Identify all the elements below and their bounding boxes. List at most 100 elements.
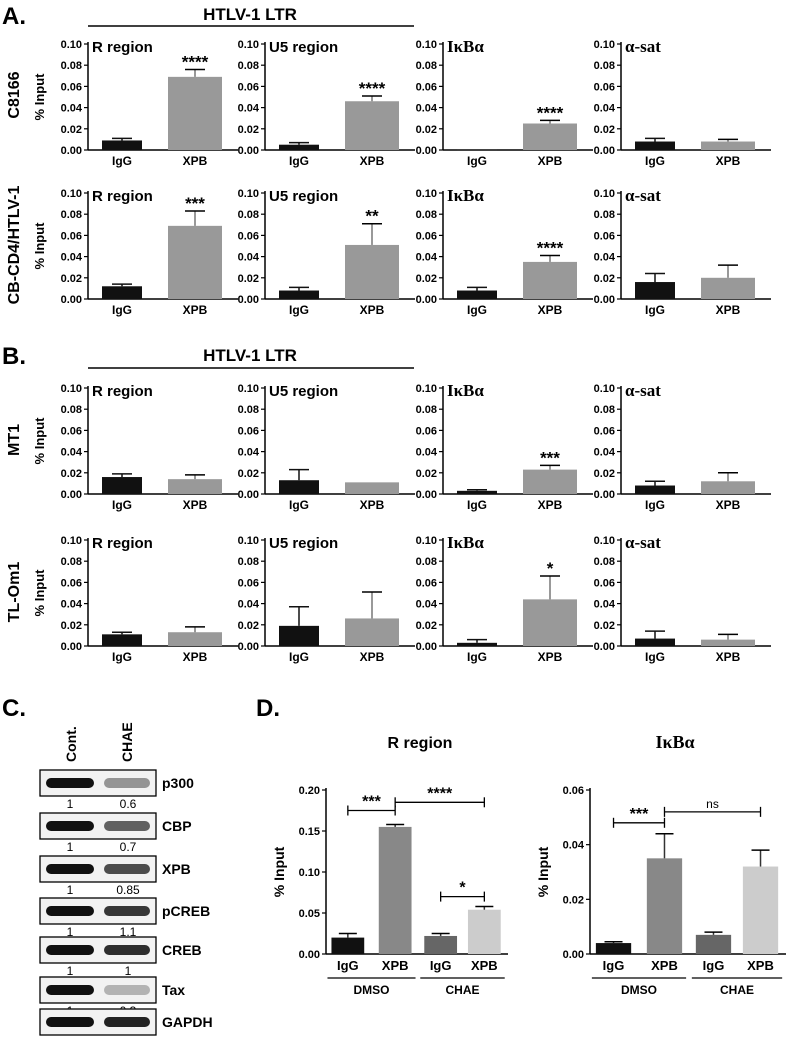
blot-band-control [46, 864, 94, 874]
bar-xpb-dmso [378, 826, 412, 954]
y-tick-label: 0.04 [238, 252, 260, 264]
y-tick-label: 0.00 [416, 294, 437, 306]
blot-quant-chae: 0.6 [120, 797, 137, 811]
x-tick-label: XPB [716, 303, 741, 317]
chart-A-CB-U5: 0.00 0.02 0.04 0.06 0.08 0.10 U5 region IgG XPB *… [238, 188, 415, 317]
blot-band-control [46, 821, 94, 831]
comparison-label: *** [630, 806, 649, 823]
y-tick-label: 0.06 [238, 577, 259, 589]
bar-igg [457, 490, 497, 494]
chart-A-C8166-R: 0.00 0.02 0.04 0.06 0.08 0.10 R region % Input I… [32, 39, 238, 168]
x-tick-label: IgG [112, 303, 132, 317]
x-tick-label: XPB [747, 958, 774, 973]
y-tick-label: 0.02 [416, 620, 437, 632]
blot-band-chae [104, 985, 150, 995]
panel-label-a: A. [2, 3, 26, 30]
group-label: CHAE [720, 983, 754, 997]
chart-title: IκBα [447, 37, 484, 56]
y-tick-label: 0.10 [238, 383, 259, 395]
bar-xpb [701, 277, 755, 299]
y-tick-label: 0.06 [61, 81, 82, 93]
blot-column-label: CHAE [119, 722, 135, 762]
blot-protein-label: Tax [162, 982, 185, 998]
y-tick-label: 0.06 [238, 81, 259, 93]
blot-band-chae [104, 1017, 150, 1027]
y-tick-label: 0.00 [238, 145, 259, 157]
blot-band-control [46, 985, 94, 995]
chart-title: α-sat [625, 186, 661, 205]
y-tick-label: 0.02 [238, 468, 259, 480]
blot-protein-label: XPB [162, 861, 191, 877]
y-tick-label: 0.04 [61, 103, 83, 115]
blot-band-control [46, 1017, 94, 1027]
blot-band-chae [104, 778, 150, 788]
x-tick-label: XPB [360, 303, 385, 317]
y-tick-label: 0.02 [61, 468, 82, 480]
blot-protein-label: pCREB [162, 903, 210, 919]
comparison-label: *** [362, 794, 381, 811]
y-tick-label: 0.04 [238, 103, 260, 115]
chart-B-TL-U5: 0.00 0.02 0.04 0.06 0.08 0.10 U5 region IgG XPB [238, 535, 415, 664]
bar-igg [635, 141, 675, 150]
y-tick-label: 0.08 [416, 209, 437, 221]
chart-B-TL-R: 0.00 0.02 0.04 0.06 0.08 0.10 R region % Input I… [32, 535, 238, 664]
x-tick-label: XPB [538, 498, 563, 512]
y-tick-label: 0.08 [594, 209, 615, 221]
y-tick-label: 0.20 [299, 785, 320, 797]
y-tick-label: 0.10 [61, 535, 82, 547]
y-axis-label: % Input [32, 417, 47, 465]
y-axis-label: % Input [535, 846, 551, 897]
y-tick-label: 0.06 [61, 577, 82, 589]
y-tick-label: 0.04 [416, 103, 438, 115]
blot-band-control [46, 778, 94, 788]
panel-label-b: B. [2, 343, 26, 370]
y-tick-label: 0.00 [238, 294, 259, 306]
y-tick-label: 0.00 [594, 641, 615, 653]
y-tick-label: 0.04 [238, 447, 260, 459]
bar-igg [102, 477, 142, 494]
comparison-label: * [459, 880, 466, 897]
chart-B-MT1-R: 0.00 0.02 0.04 0.06 0.08 0.10 R region % Input I… [32, 383, 238, 512]
group-label: DMSO [621, 983, 657, 997]
y-tick-label: 0.10 [416, 535, 437, 547]
x-tick-label: IgG [112, 650, 132, 664]
chart-title: U5 region [269, 535, 338, 552]
y-tick-label: 0.06 [416, 230, 437, 242]
y-tick-label: 0.02 [238, 273, 259, 285]
y-axis-label: % Input [271, 846, 287, 897]
chart-title: IκBα [447, 533, 484, 552]
panel-label-c: C. [2, 695, 26, 722]
x-tick-label: IgG [430, 958, 452, 973]
y-tick-label: 0.08 [416, 556, 437, 568]
y-tick-label: 0.06 [61, 230, 82, 242]
chart-B-MT1-U5: 0.00 0.02 0.04 0.06 0.08 0.10 U5 region IgG XPB [238, 383, 415, 512]
y-tick-label: 0.04 [61, 252, 83, 264]
y-tick-label: 0.02 [238, 124, 259, 136]
bar-xpb [345, 244, 399, 299]
bar-xpb [523, 261, 577, 299]
blot-band-control [46, 906, 94, 916]
y-tick-label: 0.08 [594, 60, 615, 72]
comparison-label: ns [706, 797, 719, 811]
blot-protein-label: p300 [162, 775, 194, 791]
bar-xpb [345, 101, 399, 150]
y-tick-label: 0.10 [594, 535, 615, 547]
y-axis-label: % Input [32, 222, 47, 270]
blot-quant-control: 1 [67, 840, 74, 854]
y-tick-label: 0.02 [61, 620, 82, 632]
y-tick-label: 0.02 [594, 620, 615, 632]
x-tick-label: IgG [467, 154, 487, 168]
x-tick-label: XPB [360, 154, 385, 168]
blot-quant-control: 1 [67, 925, 74, 939]
blot-quant-chae: 1.1 [120, 925, 137, 939]
bar-xpb [345, 618, 399, 646]
x-tick-label: XPB [183, 650, 208, 664]
bar-igg [457, 642, 497, 646]
y-tick-label: 0.08 [61, 209, 82, 221]
bar-igg-dmso [595, 943, 632, 954]
y-tick-label: 0.08 [238, 404, 259, 416]
chart-title: R region [388, 735, 453, 752]
significance-label: **** [359, 79, 386, 98]
y-tick-label: 0.06 [416, 577, 437, 589]
blot-quant-chae: 0.85 [116, 883, 140, 897]
